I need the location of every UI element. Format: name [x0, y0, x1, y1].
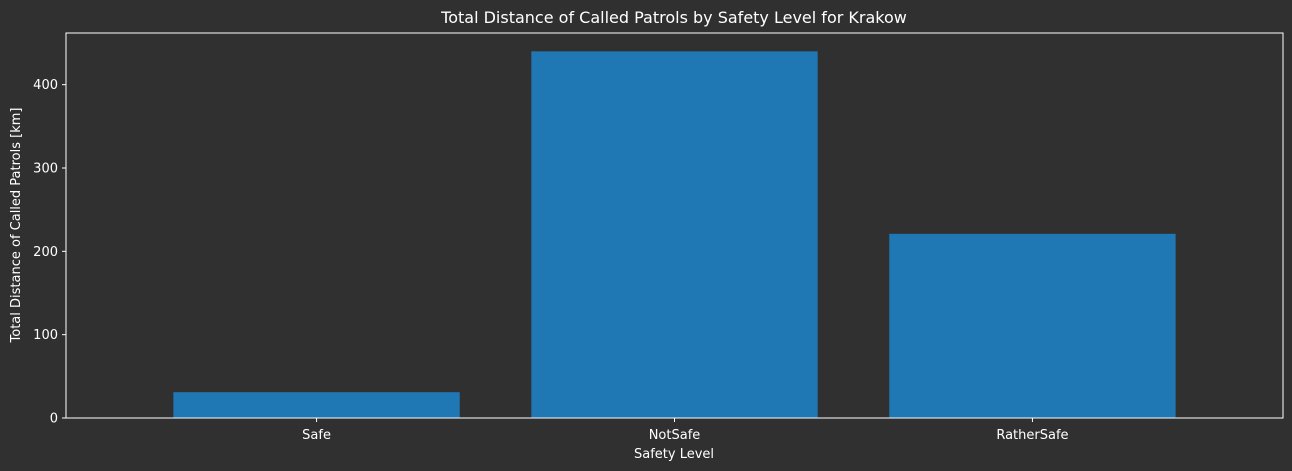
bars-layer [173, 51, 1176, 418]
x-tick-label: RatherSafe [996, 428, 1068, 443]
chart-title: Total Distance of Called Patrols by Safe… [440, 8, 907, 27]
y-tick-label: 200 [33, 245, 58, 260]
bar-safe [173, 392, 460, 418]
x-tick-label: Safe [302, 428, 331, 443]
y-tick-label: 400 [33, 78, 58, 93]
x-tick-label: NotSafe [649, 428, 701, 443]
bar-notsafe [531, 51, 818, 418]
bar-rathersafe [889, 233, 1176, 418]
x-axis-label: Safety Level [634, 447, 714, 462]
y-tick-label: 0 [50, 412, 58, 427]
y-tick-label: 300 [33, 162, 58, 177]
y-axis-label: Total Distance of Called Patrols [km] [9, 108, 24, 344]
y-axis-ticks: 0 100 200 300 400 [33, 78, 66, 427]
x-axis-ticks: Safe NotSafe RatherSafe [302, 418, 1069, 443]
y-tick-label: 100 [33, 328, 58, 343]
